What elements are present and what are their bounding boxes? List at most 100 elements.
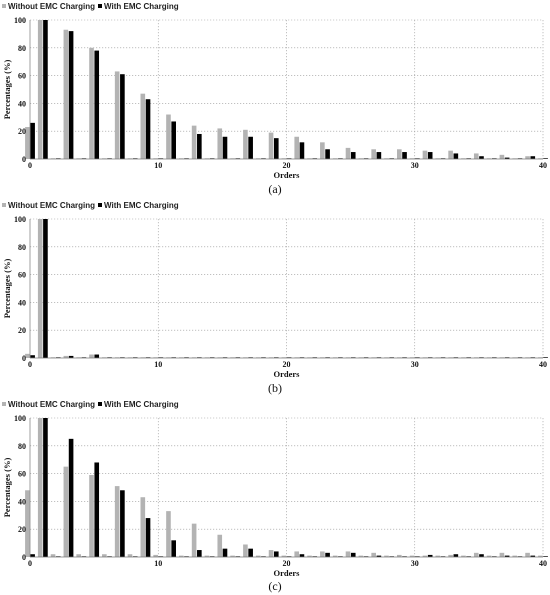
bar-with-emc [427, 152, 433, 159]
panel-caption: (a) [268, 182, 281, 196]
y-tick-label: 40 [18, 298, 26, 307]
bar-without-emc [127, 554, 133, 557]
bar-without-emc [37, 20, 43, 159]
bar-without-emc [89, 47, 94, 159]
bar-without-emc [397, 149, 402, 159]
x-tick-label: 20 [283, 360, 291, 369]
bar-with-emc [530, 156, 536, 159]
bar-without-emc [178, 555, 184, 557]
bar-without-emc [114, 71, 120, 159]
y-tick-label: 60 [18, 271, 26, 280]
y-tick-label: 60 [18, 72, 26, 81]
bar-with-emc [479, 554, 484, 557]
bar-without-emc [37, 219, 43, 358]
chart-panel-a: 0 20 40 60 80 100 0 10 20 30 40 Orders Percentages (… [0, 0, 550, 198]
bar-without-emc [37, 418, 43, 557]
x-tick-label: 30 [411, 559, 419, 568]
chart-panel-c: 0 20 40 60 80 100 0 10 20 30 40 Orders Percentages (… [0, 398, 550, 595]
bar-without-emc [320, 142, 325, 159]
legend-swatch [98, 4, 102, 8]
bar-with-emc [43, 20, 48, 159]
bar-with-emc [427, 554, 433, 557]
x-tick-label: 0 [28, 559, 32, 568]
bar-without-emc [499, 552, 505, 557]
bar-without-emc [268, 132, 274, 159]
legend-swatch [2, 203, 6, 207]
y-tick-label: 0 [22, 553, 26, 562]
bar-with-emc [543, 556, 548, 557]
bar-without-emc [473, 552, 479, 557]
bar-without-emc [525, 552, 530, 557]
bar-with-emc [68, 438, 74, 557]
bar-without-emc [166, 511, 171, 557]
bar-without-emc [114, 486, 120, 557]
bar-with-emc [120, 74, 125, 159]
y-axis-title: Percentages (%) [2, 259, 12, 319]
bar-with-emc [299, 554, 305, 557]
bar-without-emc [345, 551, 351, 557]
bar-with-emc [248, 136, 253, 159]
bar-without-emc [499, 154, 505, 159]
x-tick-label: 0 [28, 161, 32, 170]
bar-without-emc [448, 554, 453, 557]
x-tick-label: 10 [154, 360, 162, 369]
bar-without-emc [294, 136, 300, 159]
x-tick-label: 10 [154, 559, 162, 568]
y-tick-label: 40 [18, 99, 26, 108]
bar-with-emc [94, 462, 100, 557]
bar-without-emc [89, 354, 94, 358]
bar-with-emc [325, 552, 330, 557]
bar-with-emc [94, 50, 100, 159]
x-tick-label: 40 [539, 360, 547, 369]
bar-with-emc [402, 152, 407, 159]
bar-without-emc [76, 554, 81, 557]
bar-without-emc [217, 128, 223, 159]
panel-caption: (b) [268, 381, 282, 395]
y-axis-title: Percentages (%) [2, 60, 12, 120]
bar-with-emc [171, 540, 176, 557]
bar-without-emc [397, 554, 402, 557]
y-axis-title: Percentages (%) [2, 458, 12, 518]
bar-with-emc [30, 122, 35, 159]
legend-label: With EMC Charging [104, 2, 179, 11]
y-tick-label: 20 [18, 326, 26, 335]
bar-without-emc [435, 555, 441, 557]
bar-without-emc [422, 555, 428, 557]
bar-with-emc [94, 354, 100, 358]
bar-with-emc [350, 552, 356, 557]
bar-with-emc [504, 157, 510, 159]
bar-without-emc [448, 150, 453, 159]
bar-without-emc [140, 93, 146, 159]
bar-with-emc [30, 355, 35, 358]
legend-label: Without EMC Charging [8, 400, 95, 409]
bar-with-emc [273, 138, 279, 159]
bar-without-emc [255, 555, 261, 557]
y-tick-label: 80 [18, 442, 26, 451]
bar-without-emc [538, 555, 543, 557]
bar-with-emc [222, 548, 228, 557]
x-tick-label: 40 [539, 559, 547, 568]
bar-with-emc [222, 136, 228, 159]
bar-without-emc [281, 555, 287, 557]
y-tick-label: 0 [22, 155, 26, 164]
panel-caption: (c) [268, 579, 281, 593]
bar-without-emc [384, 555, 389, 557]
bar-without-emc [140, 497, 146, 557]
bar-with-emc [453, 153, 459, 159]
legend-label: With EMC Charging [104, 201, 179, 210]
bar-with-emc [30, 554, 35, 557]
bar-with-emc [120, 490, 125, 557]
bar-without-emc [191, 125, 197, 159]
y-tick-label: 80 [18, 44, 26, 53]
x-axis-title: Orders [274, 170, 301, 180]
bar-with-emc [504, 555, 510, 557]
bar-with-emc [145, 518, 151, 557]
bar-with-emc [325, 149, 330, 159]
bar-without-emc [102, 554, 107, 557]
bar-without-emc [294, 551, 300, 557]
bar-without-emc [89, 474, 94, 557]
bar-without-emc [166, 114, 171, 159]
bar-with-emc [543, 158, 548, 159]
bar-without-emc [358, 555, 364, 557]
bar-without-emc [473, 153, 479, 159]
